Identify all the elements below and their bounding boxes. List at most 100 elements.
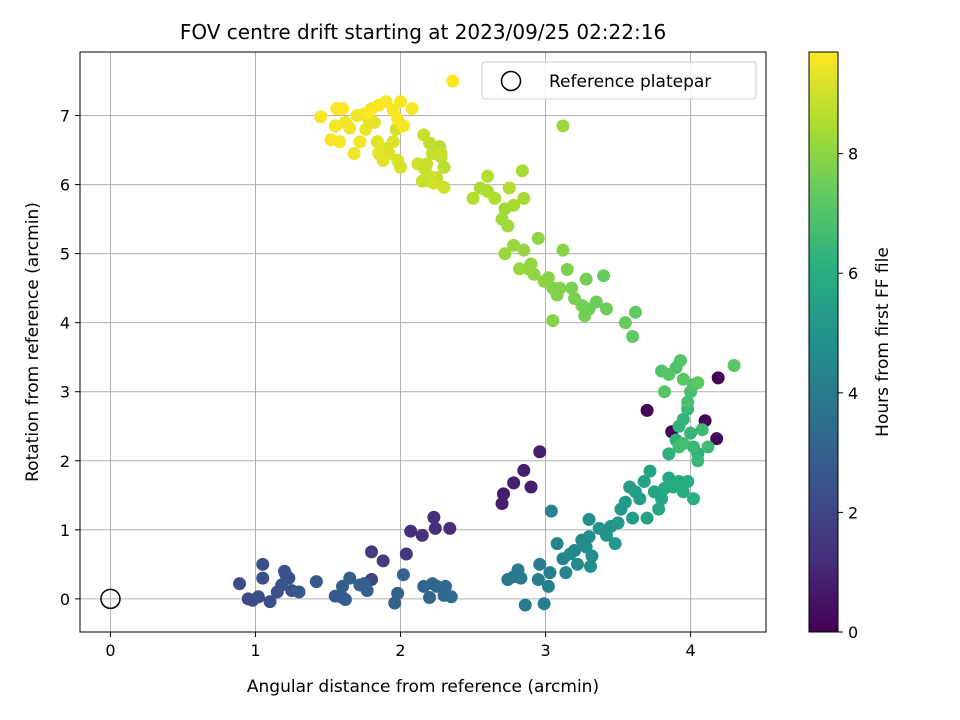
- colorbar-ticks: 0 2 4 6 8: [838, 145, 858, 642]
- data-point: [404, 524, 418, 538]
- data-point: [556, 119, 570, 133]
- data-point: [701, 440, 715, 454]
- data-point: [517, 191, 531, 205]
- data-point: [550, 537, 564, 551]
- data-point: [655, 492, 669, 506]
- reference-point-marker: [100, 588, 121, 610]
- colorbar-tick-label: 8: [848, 145, 858, 164]
- x-tick-label: 3: [540, 641, 550, 660]
- data-point: [418, 162, 432, 176]
- data-point: [437, 160, 451, 174]
- data-point: [437, 180, 451, 194]
- data-point: [444, 590, 458, 604]
- data-point: [518, 598, 532, 612]
- data-point: [626, 329, 640, 343]
- data-point: [543, 566, 557, 580]
- data-point: [578, 309, 592, 323]
- data-point: [372, 147, 386, 160]
- data-point: [640, 511, 654, 525]
- y-tick-label: 2: [60, 452, 70, 471]
- data-point: [585, 549, 599, 563]
- data-point: [328, 119, 342, 133]
- data-point: [681, 395, 695, 409]
- data-point: [676, 372, 690, 386]
- data-point: [681, 474, 695, 488]
- data-point: [362, 105, 376, 119]
- legend: Reference platepar: [481, 61, 757, 100]
- data-point: [608, 537, 622, 551]
- data-point: [568, 544, 582, 558]
- data-point: [495, 497, 509, 511]
- data-point: [434, 147, 448, 160]
- data-point: [657, 385, 671, 399]
- data-point: [676, 485, 690, 499]
- data-point: [314, 110, 328, 124]
- reference-marker: [100, 588, 121, 610]
- data-point: [531, 573, 545, 587]
- data-point: [388, 596, 402, 610]
- data-point: [618, 316, 632, 330]
- data-point: [338, 115, 352, 129]
- data-point: [496, 487, 510, 501]
- data-point: [256, 557, 270, 571]
- data-point: [727, 358, 741, 372]
- data-point: [396, 119, 410, 133]
- colorbar-tick-label: 2: [848, 503, 858, 522]
- colorbar-label: Hours from first FF file: [873, 247, 893, 437]
- data-point: [427, 176, 441, 190]
- data-point: [611, 516, 625, 530]
- x-axis-ticks: 0 1 2 3 4: [105, 632, 696, 660]
- data-point: [686, 492, 700, 506]
- legend-marker: [500, 70, 522, 92]
- data-point: [695, 423, 709, 437]
- x-tick-label: 0: [105, 641, 115, 660]
- data-point: [524, 480, 538, 494]
- data-point: [514, 571, 528, 585]
- data-point: [507, 198, 521, 212]
- y-tick-label: 0: [60, 590, 70, 609]
- data-point: [560, 263, 574, 276]
- data-point: [263, 595, 277, 609]
- data-point: [691, 454, 705, 468]
- data-point: [546, 314, 560, 328]
- data-point: [233, 577, 247, 591]
- data-point: [546, 281, 560, 295]
- data-point: [372, 98, 386, 112]
- data-point: [481, 169, 495, 183]
- data-point: [495, 212, 509, 226]
- data-point: [579, 272, 593, 286]
- data-point: [428, 521, 442, 535]
- data-point: [338, 593, 352, 607]
- data-point: [512, 262, 526, 276]
- data-point: [676, 437, 690, 450]
- data-point: [643, 464, 657, 478]
- data-point: [256, 571, 270, 585]
- x-tick-label: 4: [685, 641, 695, 660]
- data-point: [711, 371, 725, 385]
- legend-label: Reference platepar: [549, 72, 711, 92]
- data-point: [251, 590, 265, 604]
- grid-lines: [80, 52, 766, 632]
- y-tick-label: 4: [60, 314, 70, 333]
- x-tick-label: 2: [395, 641, 405, 660]
- data-point: [365, 545, 379, 559]
- data-point: [633, 492, 647, 506]
- data-point: [582, 530, 596, 544]
- data-point: [582, 512, 596, 526]
- data-point: [662, 447, 676, 461]
- data-point: [618, 495, 632, 509]
- data-point: [309, 575, 323, 589]
- data-point: [292, 585, 306, 599]
- data-point: [517, 463, 531, 477]
- colorbar-gradient: [808, 51, 839, 633]
- data-point: [568, 292, 582, 305]
- colorbar-tick-label: 4: [848, 384, 858, 403]
- data-point: [438, 579, 452, 593]
- data-point: [473, 181, 487, 195]
- data-point: [662, 367, 676, 381]
- data-point: [533, 557, 547, 571]
- data-point: [330, 102, 344, 116]
- data-point: [544, 504, 558, 518]
- data-points: [233, 74, 741, 612]
